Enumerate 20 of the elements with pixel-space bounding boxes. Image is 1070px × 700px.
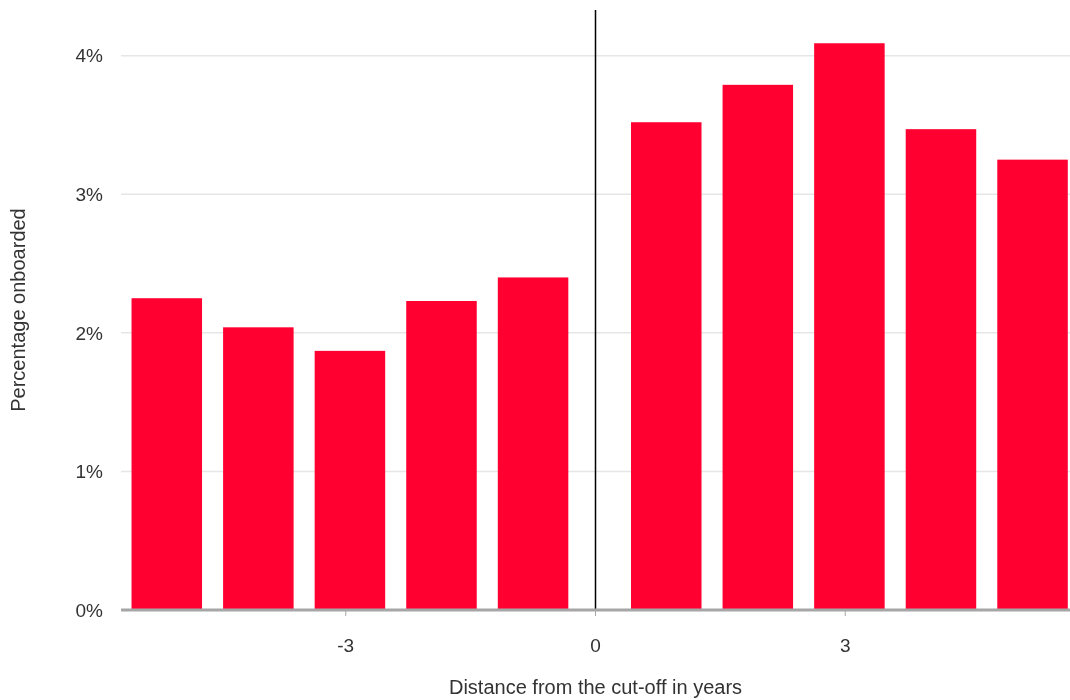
bar: [631, 122, 702, 610]
y-tick-label: 0%: [75, 599, 104, 621]
x-tick-label: 0: [590, 635, 601, 656]
bar: [406, 300, 477, 610]
bar: [905, 129, 977, 610]
bar: [131, 298, 203, 610]
y-tick-label: 3%: [75, 183, 104, 205]
bar: [814, 43, 885, 610]
bar: [497, 277, 569, 610]
y-tick-label: 2%: [75, 322, 104, 344]
bar: [314, 350, 386, 610]
y-tick-label: 4%: [75, 45, 104, 67]
bar: [722, 84, 794, 610]
x-tick-label: -3: [337, 635, 355, 656]
bar: [997, 159, 1068, 610]
y-tick-label: 1%: [75, 461, 104, 483]
bar: [223, 327, 294, 610]
x-axis-title: Distance from the cut-off in years: [448, 676, 743, 698]
x-tick-label: 3: [839, 635, 851, 656]
y-axis-title: Percentage onboarded: [7, 208, 29, 412]
